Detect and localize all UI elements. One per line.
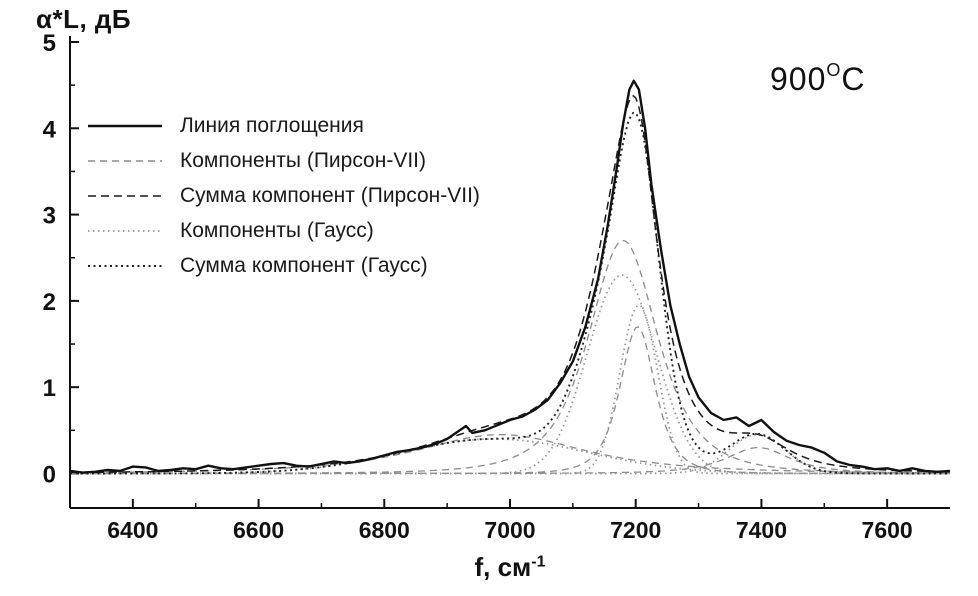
legend-label: Сумма компонент (Пирсон-VII) <box>180 183 480 207</box>
y-axis-title: α*L, дБ <box>36 4 131 35</box>
legend-item: Сумма компонент (Гаусс) <box>86 248 480 283</box>
legend-item: Компоненты (Пирсон-VII) <box>86 143 480 178</box>
gauss-component-2 <box>70 274 950 475</box>
y-tick-label: 0 <box>43 461 56 488</box>
x-axis-title-text: f, см <box>474 552 532 582</box>
temperature-value: 900 <box>770 61 827 97</box>
y-tick-label: 5 <box>43 30 56 57</box>
temperature-annotation: 900OC <box>770 60 866 98</box>
x-tick-label: 7200 <box>610 517 661 543</box>
legend-line-sample <box>88 229 162 232</box>
y-axis-title-text: α*L, дБ <box>36 4 132 34</box>
y-tick-label: 1 <box>43 375 56 402</box>
curves-group <box>69 79 951 475</box>
x-tick-label: 6800 <box>359 517 410 543</box>
x-tick-label: 6600 <box>233 517 284 543</box>
y-tick-label: 3 <box>43 203 56 230</box>
measured-absorption-line <box>69 79 951 474</box>
legend-line-sample <box>88 124 162 127</box>
legend-label: Компоненты (Гаусс) <box>180 218 374 242</box>
legend: Линия поглощения Компоненты (Пирсон-VII) С… <box>86 108 480 283</box>
legend-line-sample <box>88 194 162 197</box>
x-tick-label: 7600 <box>862 517 913 543</box>
legend-item: Линия поглощения <box>86 108 480 143</box>
x-axis-title: f, см-1 <box>474 552 545 583</box>
pearson-component-4 <box>70 446 950 475</box>
degree-symbol: O <box>826 60 842 80</box>
gauss-component-3 <box>70 304 950 475</box>
x-tick-label: 7400 <box>736 517 787 543</box>
legend-label: Компоненты (Пирсон-VII) <box>180 148 426 172</box>
y-tick-label: 2 <box>43 289 56 316</box>
x-tick-label: 7000 <box>484 517 535 543</box>
legend-label: Линия поглощения <box>180 113 364 137</box>
pearson-component-3 <box>70 326 950 475</box>
legend-item: Сумма компонент (Пирсон-VII) <box>86 178 480 213</box>
x-tick-label: 6400 <box>107 517 158 543</box>
x-axis-title-sup: -1 <box>531 553 546 571</box>
y-tick-label: 4 <box>43 116 57 143</box>
legend-item: Компоненты (Гаусс) <box>86 213 480 248</box>
legend-label: Сумма компонент (Гаусс) <box>180 253 428 277</box>
legend-line-sample <box>88 159 162 162</box>
legend-line-sample <box>88 264 162 267</box>
gauss-component-4 <box>70 433 950 475</box>
temperature-unit: C <box>841 61 866 97</box>
